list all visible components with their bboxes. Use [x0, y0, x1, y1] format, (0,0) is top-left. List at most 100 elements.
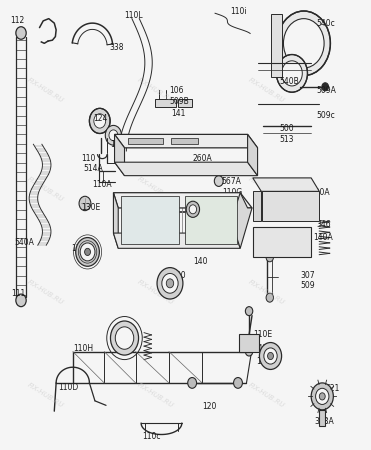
- Text: 540: 540: [171, 271, 186, 280]
- Circle shape: [245, 347, 253, 356]
- Circle shape: [111, 321, 138, 355]
- Text: 110i: 110i: [230, 7, 246, 16]
- Polygon shape: [114, 233, 240, 248]
- Circle shape: [214, 176, 223, 186]
- Text: 109: 109: [110, 140, 124, 149]
- Text: 509c: 509c: [317, 111, 335, 120]
- Polygon shape: [114, 193, 118, 248]
- Text: 140: 140: [193, 257, 207, 266]
- Text: FIX-HUB.RU: FIX-HUB.RU: [137, 382, 175, 409]
- Polygon shape: [235, 193, 252, 248]
- Circle shape: [311, 383, 334, 410]
- Polygon shape: [185, 196, 237, 244]
- Bar: [171, 138, 198, 144]
- Text: FIX-HUB.RU: FIX-HUB.RU: [26, 176, 64, 202]
- Text: 148: 148: [189, 212, 204, 221]
- Circle shape: [266, 253, 273, 262]
- Polygon shape: [253, 227, 311, 257]
- Text: 307: 307: [301, 271, 315, 280]
- Text: 145: 145: [253, 344, 267, 353]
- Text: FIX-HUB.RU: FIX-HUB.RU: [247, 77, 286, 104]
- Text: FIX-HUB.RU: FIX-HUB.RU: [26, 77, 64, 104]
- Bar: [239, 334, 259, 351]
- Text: 540B: 540B: [280, 77, 299, 86]
- Circle shape: [80, 243, 95, 261]
- Circle shape: [109, 130, 118, 141]
- Bar: [319, 410, 325, 426]
- Circle shape: [89, 108, 110, 134]
- Text: 500: 500: [280, 124, 294, 133]
- Text: 120A: 120A: [311, 188, 330, 197]
- Text: 120: 120: [202, 402, 217, 411]
- Text: 567A: 567A: [222, 176, 242, 185]
- Text: 106: 106: [169, 86, 183, 95]
- Polygon shape: [247, 135, 257, 176]
- Text: 540: 540: [111, 330, 125, 339]
- Polygon shape: [115, 162, 257, 176]
- Circle shape: [85, 248, 91, 256]
- Text: FIX-HUB.RU: FIX-HUB.RU: [137, 77, 175, 104]
- Text: 112: 112: [10, 16, 24, 25]
- Text: FIX-HUB.RU: FIX-HUB.RU: [26, 382, 64, 409]
- Text: 140A: 140A: [313, 233, 333, 242]
- Circle shape: [189, 205, 197, 214]
- Text: 110c: 110c: [142, 432, 160, 441]
- Text: 140B: 140B: [129, 194, 149, 203]
- Text: FIX-HUB.RU: FIX-HUB.RU: [247, 279, 286, 306]
- Circle shape: [245, 306, 253, 315]
- Text: 141: 141: [171, 109, 185, 118]
- Text: FIX-HUB.RU: FIX-HUB.RU: [26, 279, 64, 306]
- Text: 110B: 110B: [72, 244, 91, 253]
- Circle shape: [276, 54, 308, 92]
- Text: 509B: 509B: [169, 97, 188, 106]
- Circle shape: [157, 268, 183, 299]
- Polygon shape: [121, 196, 179, 244]
- Text: 514A: 514A: [84, 164, 104, 173]
- Polygon shape: [115, 135, 257, 148]
- Text: 110A: 110A: [92, 180, 112, 189]
- Polygon shape: [115, 135, 125, 176]
- Text: 130B: 130B: [256, 357, 276, 366]
- Circle shape: [94, 114, 106, 128]
- Polygon shape: [253, 191, 261, 220]
- Circle shape: [224, 207, 231, 216]
- Text: 260A: 260A: [193, 154, 213, 163]
- Text: 346: 346: [317, 220, 331, 229]
- Text: 110E: 110E: [253, 330, 272, 339]
- Text: 509A: 509A: [317, 86, 336, 95]
- Circle shape: [282, 61, 302, 86]
- Text: 110D: 110D: [58, 383, 78, 392]
- Text: 540c: 540c: [317, 18, 335, 27]
- Text: FIX-HUB.RU: FIX-HUB.RU: [137, 279, 175, 306]
- Circle shape: [264, 348, 277, 364]
- Text: 110: 110: [81, 154, 96, 163]
- Text: 521: 521: [325, 384, 339, 393]
- Text: 338A: 338A: [314, 417, 334, 426]
- Circle shape: [319, 393, 325, 400]
- Text: 110H: 110H: [73, 344, 93, 353]
- Text: FIX-HUB.RU: FIX-HUB.RU: [137, 176, 175, 202]
- Bar: [155, 99, 175, 108]
- Circle shape: [186, 201, 200, 217]
- Text: 513A: 513A: [152, 205, 172, 214]
- Circle shape: [322, 83, 329, 91]
- Text: 124: 124: [93, 114, 108, 123]
- Circle shape: [283, 18, 324, 68]
- Text: 540A: 540A: [15, 238, 35, 247]
- Circle shape: [162, 274, 178, 293]
- Polygon shape: [253, 178, 319, 191]
- Circle shape: [277, 11, 331, 76]
- Circle shape: [316, 388, 329, 405]
- Circle shape: [79, 196, 91, 211]
- Bar: [178, 99, 192, 108]
- Polygon shape: [114, 193, 252, 208]
- Text: 338: 338: [110, 43, 124, 52]
- Text: FIX-HUB.RU: FIX-HUB.RU: [247, 176, 286, 202]
- Circle shape: [234, 378, 242, 388]
- Polygon shape: [270, 14, 282, 77]
- Text: 130E: 130E: [81, 202, 101, 211]
- Text: 509: 509: [301, 281, 315, 290]
- Text: 110G: 110G: [222, 188, 242, 197]
- Circle shape: [166, 279, 174, 288]
- Text: 127: 127: [216, 200, 230, 209]
